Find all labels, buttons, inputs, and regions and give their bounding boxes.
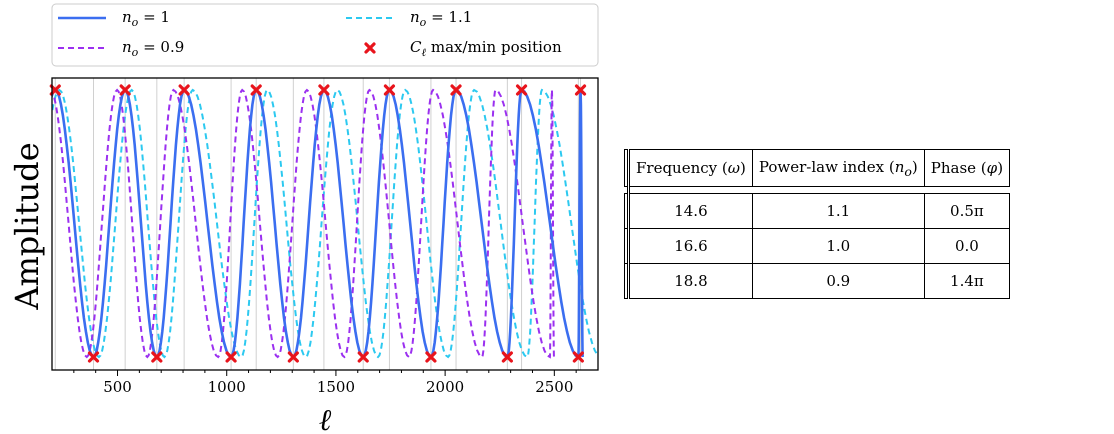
legend: no = 1 no = 1.1 no = 0.9 Cℓ max/min positio… [51, 3, 599, 67]
legend-label: no = 1 [122, 8, 170, 29]
min-marker [225, 351, 237, 363]
max-marker [515, 84, 528, 96]
header-power-law-index: Power-law index (no) [751, 149, 925, 187]
min-marker [572, 351, 584, 363]
legend-label: Cℓ max/min position [410, 38, 562, 59]
min-marker [425, 351, 437, 363]
x-tick-label: 1500 [317, 378, 355, 396]
series-line [52, 88, 598, 359]
header-phase: Phase (φ) [923, 149, 1011, 187]
cell-frequency: 18.8 [627, 263, 753, 299]
table-row: 14.6 1.1 0.5π [624, 193, 1011, 229]
max-marker [250, 84, 262, 96]
max-marker [383, 84, 396, 96]
header-frequency: Frequency (ω) [627, 149, 753, 187]
plot-frame [51, 77, 599, 371]
legend-label: no = 0.9 [122, 38, 184, 59]
cell-index: 1.1 [751, 193, 925, 229]
cell-index: 0.9 [751, 263, 925, 299]
max-marker [318, 84, 330, 96]
cell-phase: 0.0 [923, 228, 1011, 264]
x-tick-label: 1000 [208, 378, 246, 396]
cell-phase: 1.4π [923, 263, 1011, 299]
min-marker [287, 351, 299, 363]
min-marker [501, 351, 513, 363]
min-marker [151, 351, 163, 363]
cell-phase: 0.5π [923, 193, 1011, 229]
series-line [52, 88, 555, 359]
table-separator [624, 186, 1010, 194]
legend-marker [364, 42, 376, 54]
table-header-row: Frequency (ω) Power-law index (no) Phase… [624, 149, 1011, 187]
max-marker [119, 84, 131, 96]
max-marker [574, 84, 587, 96]
table-row: 18.8 0.9 1.4π [624, 263, 1011, 299]
min-marker [357, 351, 369, 363]
max-marker [450, 84, 462, 96]
legend-box [51, 3, 599, 67]
min-marker [87, 351, 100, 363]
cell-frequency: 14.6 [627, 193, 753, 229]
plot-area: 500 1000 1500 2000 2500 [49, 77, 599, 396]
x-tick-label: 2500 [535, 378, 573, 396]
max-marker [178, 84, 190, 96]
cell-frequency: 16.6 [627, 228, 753, 264]
legend-label: no = 1.1 [410, 8, 472, 29]
parameter-table: Frequency (ω) Power-law index (no) Phase… [624, 149, 1011, 299]
x-tick-label: 2000 [426, 378, 464, 396]
x-axis-label: ℓ [319, 403, 332, 434]
x-tick-label: 500 [103, 378, 132, 396]
y-axis-label: Amplitude [8, 142, 46, 310]
cell-index: 1.0 [751, 228, 925, 264]
table-row: 16.6 1.0 0.0 [624, 228, 1011, 264]
